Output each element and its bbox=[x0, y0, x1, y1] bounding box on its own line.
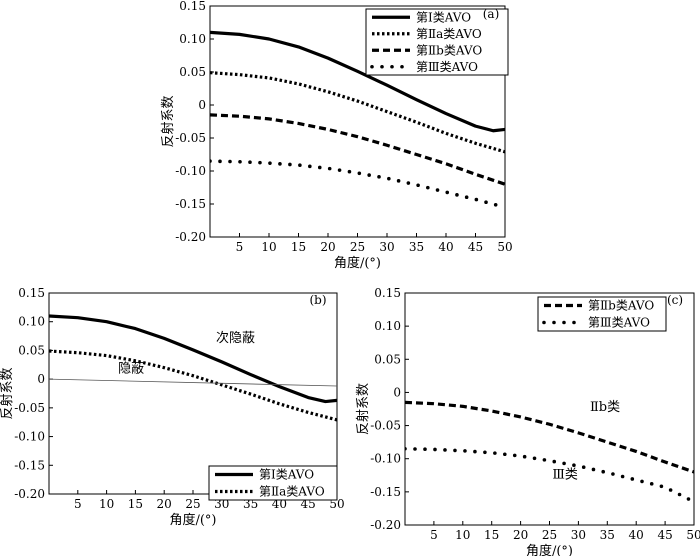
y-tick-label: 0.10 bbox=[374, 319, 401, 333]
x-tick-label: 10 bbox=[99, 497, 114, 511]
chart-panel-a: 5 10 15 20 25 30 35 40 45 50 0.15 0.10 0.05 0 -0.05 -0.… bbox=[160, 0, 513, 271]
y-tick-label: -0.05 bbox=[370, 419, 401, 433]
y-tick-label: 0.15 bbox=[18, 286, 45, 300]
x-tick-label: 30 bbox=[571, 528, 586, 542]
x-axis-label: 角度/(°) bbox=[334, 255, 381, 271]
x-axis-label: 角度/(°) bbox=[169, 512, 216, 528]
series-line-1 bbox=[49, 349, 337, 422]
x-tick-label: 50 bbox=[686, 528, 700, 542]
y-tick-label: -0.15 bbox=[14, 458, 45, 472]
y-axis-label: 反射系数 bbox=[0, 367, 15, 419]
y-tick-label: -0.20 bbox=[14, 487, 45, 501]
annotation: 隐蔽 bbox=[118, 361, 144, 376]
series-line-2 bbox=[210, 113, 505, 186]
annotation: Ⅱb类 bbox=[590, 400, 620, 415]
x-tick-label: 35 bbox=[600, 528, 615, 542]
y-tick-label: 0.10 bbox=[179, 32, 206, 46]
series-line-3 bbox=[210, 159, 505, 210]
chart-panel-b: 5 10 15 20 25 30 35 40 45 500.150.100.050-0.05-0.… bbox=[0, 286, 345, 528]
y-tick-label: -0.20 bbox=[175, 230, 206, 244]
x-tick-label: 5 bbox=[236, 240, 244, 254]
legend-label: 第Ⅲ类AVO bbox=[416, 60, 478, 74]
annotation: Ⅲ类 bbox=[552, 468, 578, 483]
x-tick-label: 15 bbox=[484, 528, 499, 542]
y-tick-label: 0.15 bbox=[179, 0, 206, 13]
annotation: 次隐蔽 bbox=[216, 330, 255, 346]
x-tick-label: 15 bbox=[291, 240, 306, 254]
legend-label: 第Ⅱa类AVO bbox=[416, 27, 482, 41]
legend-box bbox=[365, 8, 509, 76]
panel-label: (c) bbox=[667, 293, 683, 307]
y-tick-label: 0.15 bbox=[374, 286, 401, 300]
x-tick-label: 35 bbox=[409, 240, 424, 254]
y-tick-label: 0 bbox=[198, 98, 206, 112]
y-tick-label: 0.05 bbox=[18, 343, 45, 357]
x-tick-label: 50 bbox=[497, 240, 512, 254]
legend-box bbox=[208, 465, 338, 501]
y-tick-label: -0.10 bbox=[175, 164, 206, 178]
legend-label: 第Ⅱa类AVO bbox=[259, 485, 325, 499]
y-tick-label: -0.15 bbox=[175, 197, 206, 211]
x-tick-label: 5 bbox=[430, 528, 438, 542]
legend-label: 第Ⅲ类AVO bbox=[588, 316, 650, 330]
x-tick-label: 30 bbox=[379, 240, 394, 254]
y-tick-label: 0.05 bbox=[374, 352, 401, 366]
reference-line bbox=[49, 378, 337, 387]
x-tick-label: 45 bbox=[468, 240, 483, 254]
y-tick-label: -0.05 bbox=[175, 131, 206, 145]
y-tick-label: -0.20 bbox=[370, 518, 401, 532]
legend-box bbox=[537, 296, 667, 332]
y-tick-label: 0 bbox=[393, 385, 401, 399]
x-tick-label: 40 bbox=[629, 528, 644, 542]
y-tick-label: 0.10 bbox=[18, 315, 45, 329]
y-tick-label: -0.05 bbox=[14, 401, 45, 415]
series-line-0 bbox=[49, 314, 337, 404]
y-tick-label: 0.05 bbox=[179, 65, 206, 79]
legend-label: 第Ⅱb类AVO bbox=[588, 299, 654, 313]
legend-label: 第Ⅰ类AVO bbox=[259, 468, 314, 482]
y-axis-label: 反射系数 bbox=[355, 383, 371, 435]
x-tick-label: 10 bbox=[455, 528, 470, 542]
chart-panel-c: 5 10 15 20 25 30 35 40 45 50 0.15 0.10 0.05 0 -0.05 -0.… bbox=[355, 286, 700, 556]
x-tick-label: 25 bbox=[542, 528, 557, 542]
series-line-0 bbox=[210, 30, 505, 133]
series-line-1 bbox=[210, 71, 505, 154]
y-axis-label: 反射系数 bbox=[160, 95, 176, 147]
x-tick-label: 20 bbox=[320, 240, 335, 254]
x-tick-label: 40 bbox=[438, 240, 453, 254]
x-tick-label: 20 bbox=[513, 528, 528, 542]
panel-label: (b) bbox=[309, 293, 326, 307]
x-tick-label: 5 bbox=[74, 497, 82, 511]
x-tick-label: 20 bbox=[157, 497, 172, 511]
series-line-1 bbox=[405, 446, 694, 504]
panel-label: (a) bbox=[483, 7, 500, 21]
series-line-0 bbox=[405, 400, 694, 474]
y-tick-label: -0.15 bbox=[370, 485, 401, 499]
x-tick-label: 25 bbox=[185, 497, 200, 511]
y-tick-label: -0.10 bbox=[14, 430, 45, 444]
x-tick-label: 25 bbox=[350, 240, 365, 254]
x-axis-label: 角度/(°) bbox=[526, 543, 573, 556]
x-tick-label: 45 bbox=[657, 528, 672, 542]
legend-label: 第Ⅱb类AVO bbox=[416, 43, 482, 57]
y-tick-label: 0 bbox=[37, 372, 45, 386]
legend-label: 第Ⅰ类AVO bbox=[416, 10, 471, 24]
x-tick-label: 15 bbox=[128, 497, 143, 511]
y-tick-label: -0.10 bbox=[370, 452, 401, 466]
x-tick-label: 10 bbox=[261, 240, 276, 254]
